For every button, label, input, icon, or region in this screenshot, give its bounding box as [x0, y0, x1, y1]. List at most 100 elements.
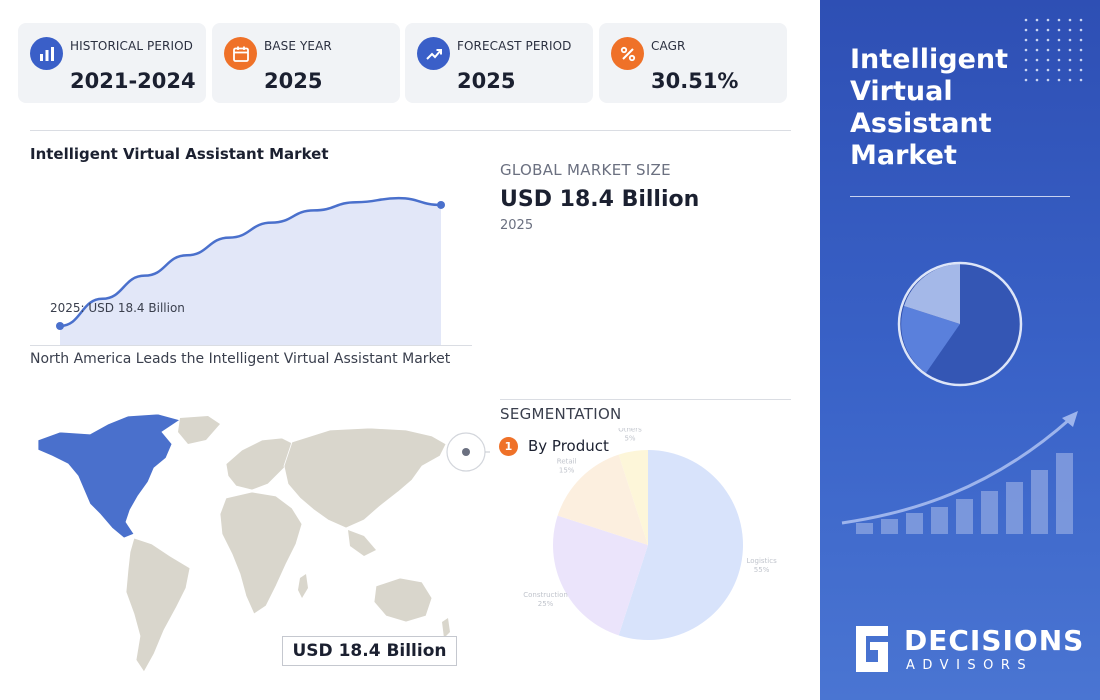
brand-name: DECISIONS — [904, 624, 1085, 657]
bar-chart-icon — [30, 37, 63, 70]
decoration-dot — [1024, 18, 1028, 22]
decoration-dot — [1024, 28, 1028, 32]
divider — [30, 130, 791, 131]
decoration-dot — [1057, 58, 1061, 62]
decoration-dot — [1035, 58, 1039, 62]
map-south-america — [125, 537, 191, 673]
pie-label-others: Others 5% — [618, 428, 642, 442]
data-point-end — [437, 200, 445, 209]
decoration-dot — [1046, 58, 1050, 62]
decoration-dot — [1068, 68, 1072, 72]
brand-mark-icon — [856, 626, 888, 672]
stat-label: BASE YEAR — [264, 39, 332, 53]
growth-chart-title: Intelligent Virtual Assistant Market — [30, 145, 329, 163]
side-panel: Intelligent Virtual Assistant Market — [820, 0, 1100, 700]
decoration-dot — [1079, 48, 1083, 52]
decoration-dot — [1035, 38, 1039, 42]
segmentation-pie-chart: Logistics 55% Construction 25% Retail 15% Othe… — [523, 428, 777, 640]
decoration-dot — [1057, 18, 1061, 22]
growth-bars-illustration-icon — [841, 411, 1078, 534]
data-point-start — [56, 322, 64, 330]
pie-label-logistics: Logistics 55% — [746, 557, 777, 574]
pie-slice-others — [618, 450, 648, 545]
decoration-dot — [1035, 48, 1039, 52]
decoration-dot — [1068, 18, 1072, 22]
pie-slice-retail — [557, 454, 648, 545]
panel-divider — [850, 196, 1070, 197]
decoration-dot — [1035, 28, 1039, 32]
dot-grid-decoration — [1024, 18, 1083, 82]
world-map — [37, 413, 490, 673]
map-asia — [283, 427, 447, 529]
trend-up-icon — [417, 37, 450, 70]
stat-value: 2025 — [457, 69, 516, 93]
decoration-dot — [1046, 78, 1050, 82]
decoration-dot — [1035, 18, 1039, 22]
map-southeast-asia — [348, 530, 376, 556]
calendar-icon — [224, 37, 257, 70]
stat-value: 2021-2024 — [70, 69, 196, 93]
decoration-dot — [1046, 48, 1050, 52]
pie-slice-construction — [553, 515, 648, 636]
area-fill — [60, 198, 441, 346]
series-line — [59, 196, 442, 328]
decoration-dot — [1057, 48, 1061, 52]
stat-value: 2025 — [264, 69, 323, 93]
pie-label-construction: Construction 25% — [523, 591, 568, 608]
decoration-dot — [1046, 28, 1050, 32]
map-north-america — [37, 413, 181, 539]
map-new-zealand — [442, 618, 450, 638]
stat-card-base-year: BASE YEAR 2025 — [212, 23, 400, 103]
map-madagascar — [298, 574, 308, 598]
stat-card-cagr: CAGR 30.51% — [599, 23, 787, 103]
decoration-dot — [1057, 78, 1061, 82]
data-label: 2025: USD 18.4 Billion — [50, 301, 185, 315]
stat-card-forecast-period: FORECAST PERIOD 2025 — [405, 23, 593, 103]
decoration-dot — [1068, 28, 1072, 32]
decoration-dot — [1046, 18, 1050, 22]
decoration-dot — [1057, 38, 1061, 42]
decoration-dot — [1079, 68, 1083, 72]
market-size-label: GLOBAL MARKET SIZE — [500, 161, 671, 179]
pie-slice-logistics — [618, 450, 743, 640]
decoration-dot — [1079, 28, 1083, 32]
stat-label: CAGR — [651, 39, 686, 53]
decoration-dot — [1046, 68, 1050, 72]
decoration-dot — [1035, 68, 1039, 72]
percent-icon — [611, 37, 644, 70]
map-africa — [219, 491, 303, 615]
decoration-dot — [1024, 78, 1028, 82]
map-australia — [373, 577, 433, 623]
decoration-dot — [1024, 48, 1028, 52]
decoration-dot — [1068, 78, 1072, 82]
decoration-dot — [1079, 18, 1083, 22]
growth-area-chart: 2025: USD 18.4 Billion — [50, 196, 445, 346]
divider — [500, 399, 791, 400]
stat-card-historical-period: HISTORICAL PERIOD 2021-2024 — [18, 23, 206, 103]
decoration-dot — [1068, 48, 1072, 52]
decoration-dot — [1079, 38, 1083, 42]
brand-logo: DECISIONS ADVISORS — [850, 624, 1083, 676]
pie-illustration-icon — [897, 261, 1023, 387]
decoration-dot — [1057, 68, 1061, 72]
pie-label-retail: Retail 15% — [557, 458, 577, 475]
stat-label: HISTORICAL PERIOD — [70, 39, 194, 53]
region-value-box: USD 18.4 Billion — [282, 636, 457, 666]
decoration-dot — [1035, 78, 1039, 82]
decoration-dot — [1079, 58, 1083, 62]
decoration-dot — [1079, 78, 1083, 82]
market-size-value: USD 18.4 Billion — [500, 187, 700, 212]
region-title: North America Leads the Intelligent Virt… — [30, 351, 451, 367]
decoration-dot — [1046, 38, 1050, 42]
market-size-year: 2025 — [500, 218, 534, 233]
decoration-dot — [1057, 28, 1061, 32]
segmentation-label: SEGMENTATION — [500, 405, 622, 423]
decoration-dot — [1024, 38, 1028, 42]
decoration-dot — [1068, 58, 1072, 62]
decoration-dot — [1024, 58, 1028, 62]
locator-dot — [462, 448, 470, 456]
brand-subtitle: ADVISORS — [906, 658, 1034, 673]
decoration-dot — [1068, 38, 1072, 42]
segment-number-badge: 1 — [499, 437, 518, 456]
